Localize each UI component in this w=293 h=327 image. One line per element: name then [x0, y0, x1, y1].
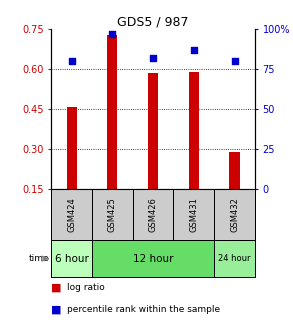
Text: GSM431: GSM431: [189, 198, 198, 232]
Bar: [107, 35, 117, 190]
Bar: [67, 107, 77, 190]
Text: GSM424: GSM424: [67, 198, 76, 232]
Bar: [51, 240, 92, 277]
Bar: [148, 74, 158, 190]
Text: ■: ■: [51, 283, 65, 293]
Text: 24 hour: 24 hour: [218, 254, 251, 263]
Bar: [173, 190, 214, 240]
Point: [232, 59, 237, 64]
Point: [110, 32, 115, 37]
Bar: [51, 190, 92, 240]
Bar: [189, 72, 199, 190]
Text: GSM426: GSM426: [149, 198, 158, 232]
Text: time: time: [29, 254, 49, 263]
Text: 12 hour: 12 hour: [133, 254, 173, 264]
Text: ■: ■: [51, 304, 65, 315]
Bar: [229, 152, 240, 190]
Text: GSM425: GSM425: [108, 198, 117, 232]
Text: GSM432: GSM432: [230, 198, 239, 232]
Point: [69, 59, 74, 64]
Bar: [214, 190, 255, 240]
Point: [151, 56, 155, 61]
Bar: [133, 190, 173, 240]
Title: GDS5 / 987: GDS5 / 987: [117, 15, 189, 28]
Text: percentile rank within the sample: percentile rank within the sample: [67, 305, 221, 314]
Bar: [214, 240, 255, 277]
Text: 6 hour: 6 hour: [55, 254, 88, 264]
Bar: [92, 240, 214, 277]
Text: log ratio: log ratio: [67, 283, 105, 292]
Point: [192, 48, 196, 53]
Bar: [92, 190, 133, 240]
